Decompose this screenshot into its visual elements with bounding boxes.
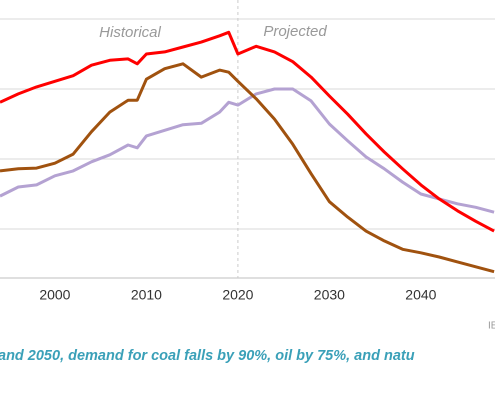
series-line <box>0 62 495 274</box>
series-line <box>0 87 495 214</box>
x-tick-label: 2030 <box>314 287 345 303</box>
annotation: Projected <box>263 23 327 40</box>
x-tick-label: 2000 <box>39 287 70 303</box>
caption: and 2050, demand for coal falls by 90%, … <box>0 348 415 364</box>
source: IE <box>488 321 495 332</box>
series-line <box>0 30 495 233</box>
x-tick-label: 2020 <box>222 287 253 303</box>
x-tick-label: 2010 <box>131 287 162 303</box>
annotation: Historical <box>99 24 161 41</box>
x-tick-label: 2040 <box>405 287 436 303</box>
